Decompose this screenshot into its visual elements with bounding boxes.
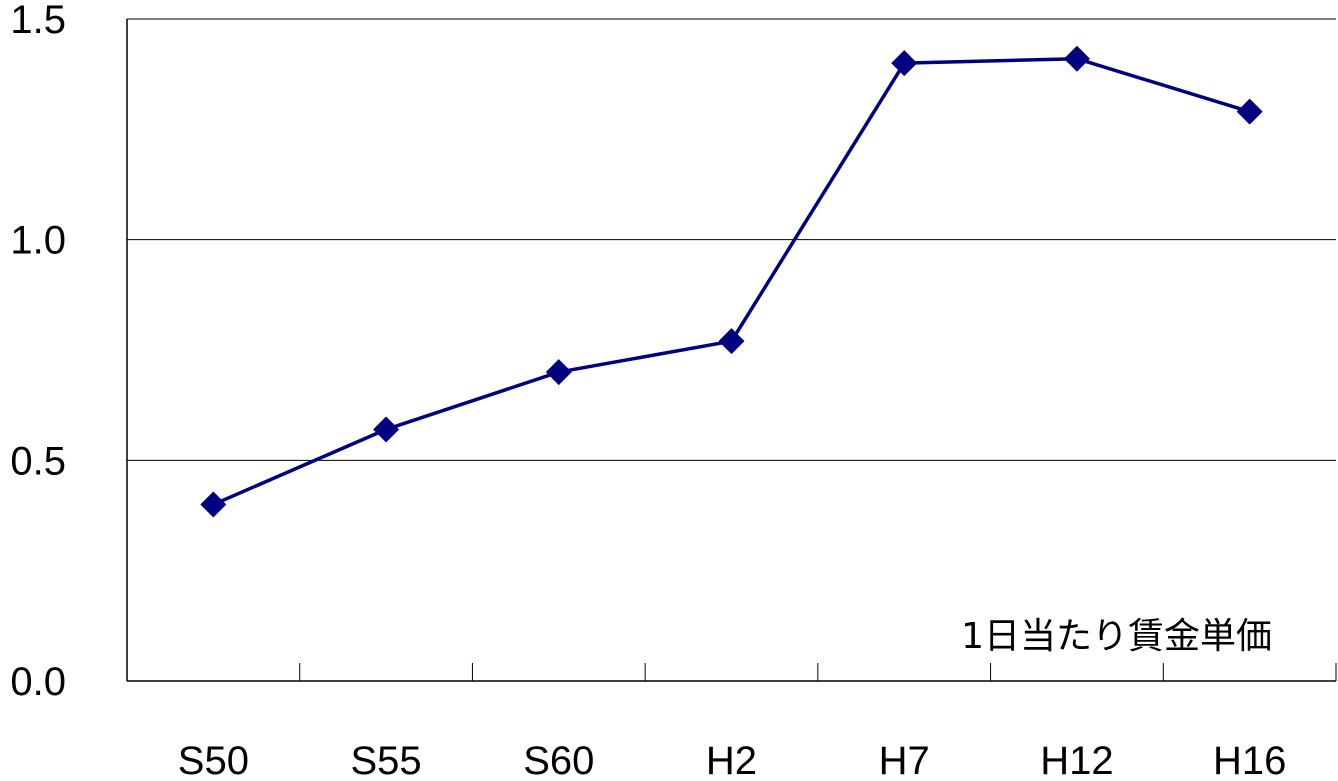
data-point-H2 xyxy=(718,328,745,355)
gridlines xyxy=(127,18,1336,461)
y-tick-labels: 0.0 0.5 1.0 1.5 xyxy=(10,0,66,704)
data-series xyxy=(200,45,1263,518)
data-point-H16 xyxy=(1236,98,1263,125)
data-point-S55 xyxy=(373,416,400,443)
data-point-S50 xyxy=(200,491,227,518)
x-tick-labels: S50 S55 S60 H2 H7 H12 H16 xyxy=(178,739,1287,781)
y-tick-label: 1.5 xyxy=(10,0,66,42)
x-tick-label: S50 xyxy=(178,739,249,781)
x-tick-label: S60 xyxy=(523,739,594,781)
y-tick-label: 0.5 xyxy=(10,439,66,483)
data-point-H12 xyxy=(1063,45,1090,72)
x-tick-label: S55 xyxy=(350,739,421,781)
x-tick-label: H7 xyxy=(879,739,930,781)
y-tick-label: 0.0 xyxy=(10,660,66,704)
chart-annotation: 1日当たり賃金単価 xyxy=(961,616,1272,657)
y-tick-label: 1.0 xyxy=(10,219,66,263)
x-tick-label: H2 xyxy=(706,739,757,781)
series-line xyxy=(212,56,1251,507)
data-point-S60 xyxy=(545,359,572,386)
data-point-H7 xyxy=(891,50,918,77)
x-tick-label: H16 xyxy=(1213,739,1286,781)
axes xyxy=(126,19,1337,682)
x-tick-label: H12 xyxy=(1040,739,1113,781)
